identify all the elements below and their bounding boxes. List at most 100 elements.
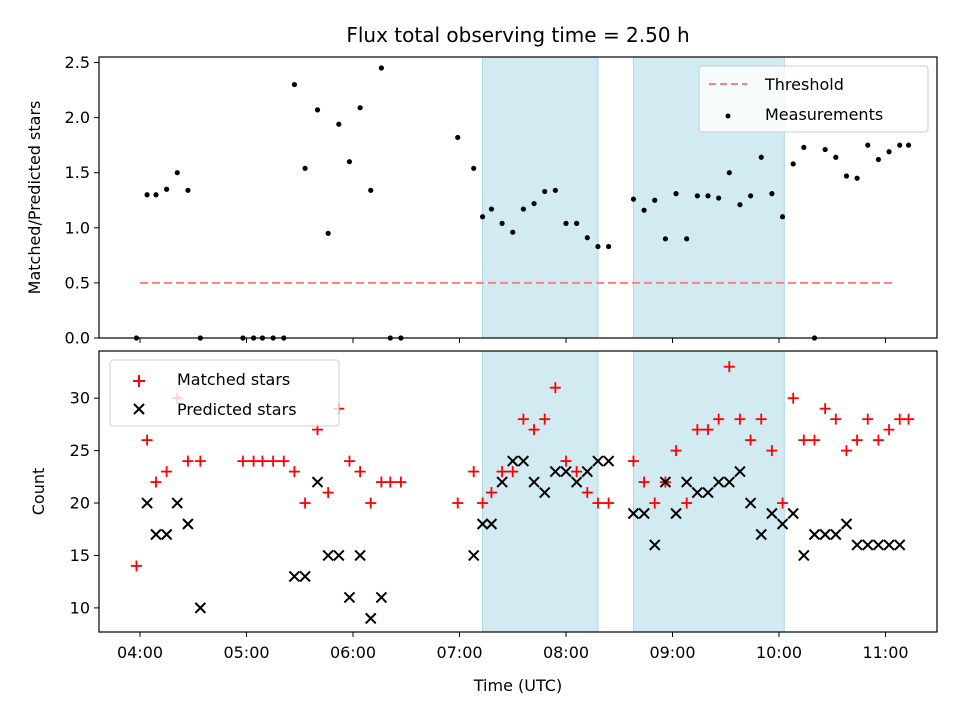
matched-point (365, 497, 377, 509)
measurement-point (325, 230, 331, 236)
top-y-axis-label: Matched/Predicted stars (25, 101, 44, 295)
top-y-tick-label: 1.5 (65, 163, 90, 182)
matched-point (851, 434, 863, 446)
predicted-point (840, 518, 853, 530)
measurement-point (662, 236, 669, 242)
matched-point (840, 445, 852, 457)
measurement-point (854, 175, 860, 181)
matched-point (528, 424, 540, 436)
matched-point (702, 424, 714, 436)
predicted-point (638, 507, 650, 520)
measurement-point (694, 193, 700, 199)
matched-legend-marker (133, 375, 145, 387)
bottom-legend-box (109, 359, 340, 427)
predicted-point (723, 476, 736, 488)
measurement-point (801, 144, 807, 150)
measurement-point (302, 165, 308, 171)
matched-point (237, 455, 249, 467)
matched-point (267, 455, 279, 467)
matched-point (809, 434, 820, 446)
measurement-point (542, 188, 548, 195)
matched-point (745, 434, 757, 446)
measurement-point (336, 121, 342, 127)
measurement-point (153, 192, 159, 198)
predicted-point (670, 507, 682, 520)
measurement-point (737, 202, 743, 208)
matched-point (384, 476, 396, 488)
measurement-point (488, 206, 495, 212)
measurement-point (897, 142, 903, 148)
top-plot-frame (98, 56, 938, 339)
measurement-point (499, 220, 505, 226)
matched-point (627, 455, 639, 467)
matched-point (477, 497, 489, 509)
measurement-point (378, 65, 384, 71)
measurement-point (865, 142, 871, 148)
bottom-y-tick-label: 25 (70, 441, 90, 460)
predicted-point (288, 570, 301, 583)
matched-point (539, 413, 551, 425)
predicted-point (808, 528, 821, 541)
top-y-tick-label: 0.0 (65, 329, 90, 348)
predicted-point (787, 507, 799, 520)
matched-point (819, 403, 831, 415)
matched-point (161, 466, 173, 478)
predicted-point (766, 507, 778, 520)
matched-point (322, 487, 334, 499)
predicted-point (467, 549, 480, 562)
matched-point (256, 455, 268, 467)
x-tick-label: 04:00 (117, 643, 163, 662)
predicted-point (702, 486, 714, 499)
matched-point (872, 434, 884, 446)
top-y-tick-label: 1.0 (65, 218, 90, 237)
matched-point (194, 455, 206, 467)
measurement-point (455, 134, 461, 141)
x-tick-label: 06:00 (330, 643, 376, 662)
measurement-point (574, 220, 580, 226)
predicted-point (182, 518, 194, 530)
predicted-point (734, 465, 746, 478)
top-panel: 0.0 0.5 1.0 1.5 2.0 2.5 Matched/Predicted sta… (25, 53, 938, 348)
matched-point (395, 476, 407, 488)
predicted-point (538, 486, 551, 499)
matched-point (755, 413, 767, 425)
predicted-point (883, 539, 895, 551)
predicted-point (776, 518, 789, 530)
predicted-point (171, 497, 183, 509)
bottom-y-axis-label: Count (29, 468, 48, 516)
top-x-ticks (139, 338, 886, 343)
matched-point (468, 466, 480, 478)
predicted-point (549, 465, 562, 478)
measurement-point (606, 243, 612, 250)
matched-point (681, 497, 693, 509)
measurement-point (479, 214, 486, 220)
top-y-axis: 0.0 0.5 1.0 1.5 2.0 2.5 (65, 53, 99, 348)
predicted-point (150, 528, 162, 541)
matched-point (638, 476, 650, 488)
predicted-point (659, 476, 672, 488)
matched-point (354, 466, 366, 478)
predicted-point (528, 476, 540, 488)
matched-point (288, 466, 300, 478)
predicted-point (560, 465, 572, 478)
matched-point (723, 361, 735, 373)
matched-point (496, 466, 508, 478)
matched-point (485, 487, 497, 499)
measurement-point (164, 186, 170, 192)
matched-point (603, 497, 615, 509)
measurement-point (726, 170, 732, 176)
predicted-point (570, 476, 583, 488)
predicted-legend-label: Predicted stars (177, 400, 297, 419)
predicted-point (872, 539, 885, 551)
predicted-legend-marker (133, 403, 145, 415)
measurement-point (875, 156, 882, 163)
matched-point (560, 455, 572, 467)
matched-point (670, 445, 682, 457)
top-y-tick-label: 0.5 (65, 273, 90, 292)
bottom-panel: 10 15 20 25 30 04:00 05:00 06:00 07:00 08:00 09:0… (29, 350, 938, 695)
matched-point (130, 560, 142, 572)
measurement-point (346, 159, 353, 165)
measurement-point (673, 191, 679, 197)
matched-point (592, 497, 604, 509)
